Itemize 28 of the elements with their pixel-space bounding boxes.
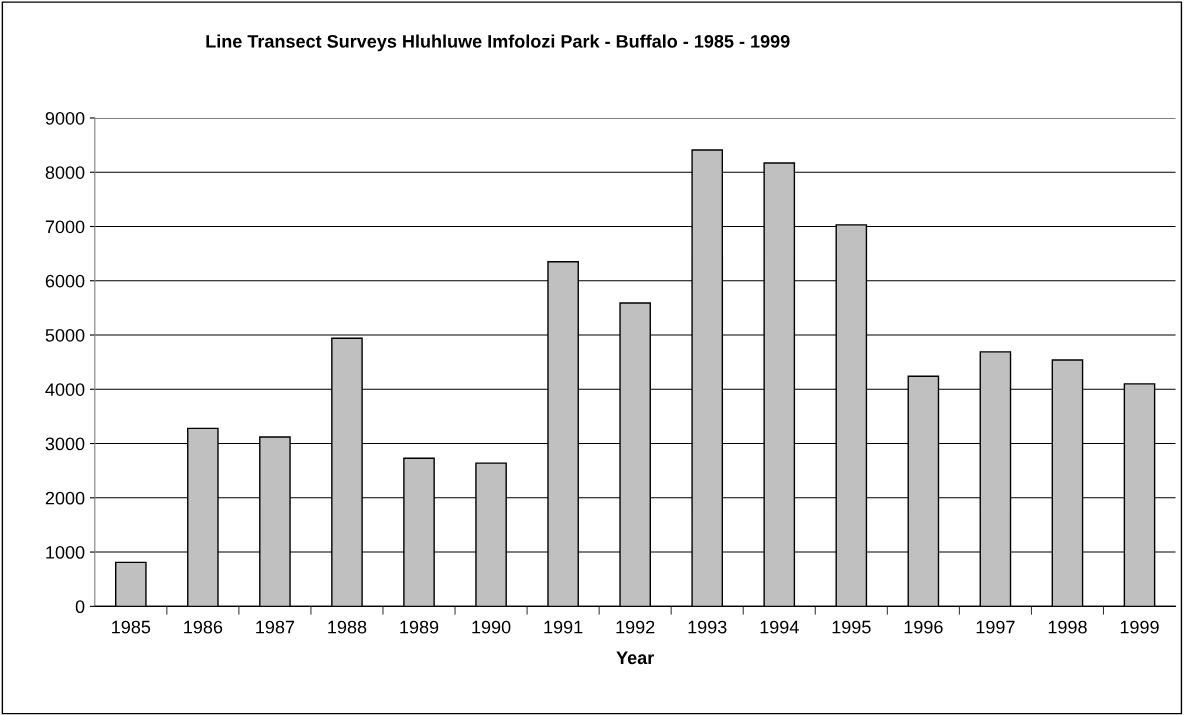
x-tick-label: 1999	[1120, 620, 1159, 634]
x-tick-label: 1992	[616, 620, 655, 634]
y-tick-label: 1000	[46, 545, 85, 559]
x-tick-label: 1994	[760, 620, 799, 634]
y-tick-label: 2000	[45, 491, 85, 505]
x-tick-label: 1988	[328, 620, 367, 634]
x-tick-label: 1993	[688, 620, 727, 634]
x-tick-label: 1985	[112, 620, 151, 634]
x-tick-label: 1989	[400, 620, 439, 634]
x-tick-label: 1990	[472, 620, 511, 634]
x-tick-label: 1991	[544, 620, 583, 634]
x-tick-label: 1997	[976, 620, 1015, 634]
bar	[114, 561, 147, 607]
y-tick-label: 7000	[45, 220, 85, 234]
x-tick-label: 1986	[184, 620, 223, 634]
x-axis-title: Year	[616, 651, 654, 665]
y-tick-label: 0	[75, 600, 85, 614]
chart-title: Line Transect Surveys Hluhluwe Imfolozi Park - Buffalo - 1985 - 1999	[206, 34, 790, 52]
x-tick-label: 1995	[832, 620, 871, 634]
y-tick-label: 3000	[45, 437, 85, 451]
y-tick-label: 8000	[45, 166, 85, 179]
y-tick-label: 6000	[45, 274, 85, 288]
y-tick-label: 4000	[45, 383, 85, 396]
x-tick-label: 1996	[904, 620, 943, 634]
x-tick-label: 1998	[1048, 620, 1087, 634]
y-tick-label: 9000	[45, 111, 85, 125]
x-tick-label: 1987	[256, 620, 295, 634]
y-tick-label: 5000	[45, 328, 85, 342]
